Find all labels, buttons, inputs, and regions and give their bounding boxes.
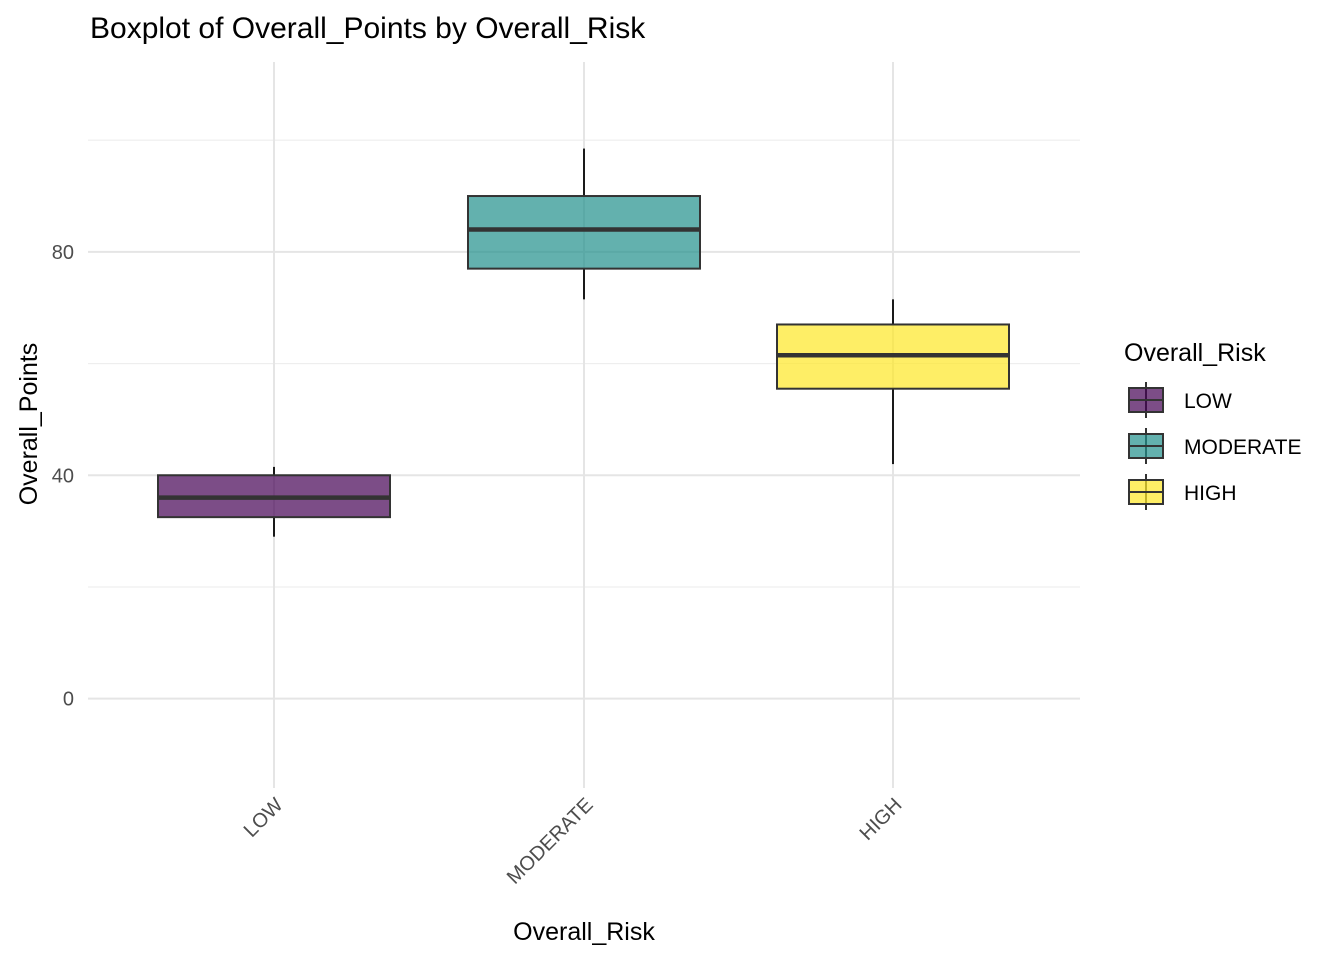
legend-label: HIGH <box>1184 482 1237 505</box>
y-tick-label: 0 <box>63 689 74 711</box>
legend: Overall_Risk LOW MODERATE HIGH <box>1124 339 1301 510</box>
legend-key-high <box>1128 474 1164 510</box>
legend-label: MODERATE <box>1184 436 1301 459</box>
legend-title: Overall_Risk <box>1124 339 1266 367</box>
legend-key-moderate <box>1128 428 1164 464</box>
box-high <box>776 299 1010 465</box>
x-axis-ticks: LOW MODERATE HIGH <box>240 794 907 889</box>
legend-key-low <box>1128 382 1164 418</box>
legend-label: LOW <box>1184 390 1232 413</box>
y-tick-label: 80 <box>52 242 74 264</box>
chart-title: Boxplot of Overall_Points by Overall_Ris… <box>90 12 646 45</box>
x-axis-label: Overall_Risk <box>513 918 655 946</box>
y-axis-ticks: 0 40 80 <box>52 242 74 711</box>
x-tick-label: LOW <box>240 794 288 842</box>
x-tick-label: MODERATE <box>503 794 598 889</box>
x-tick-label: HIGH <box>856 794 907 845</box>
box-iqr <box>467 195 701 270</box>
box-moderate <box>467 148 701 300</box>
y-axis-label: Overall_Points <box>15 343 43 506</box>
box-layer <box>157 148 1010 537</box>
box-low <box>157 466 391 537</box>
y-tick-label: 40 <box>52 465 74 487</box>
